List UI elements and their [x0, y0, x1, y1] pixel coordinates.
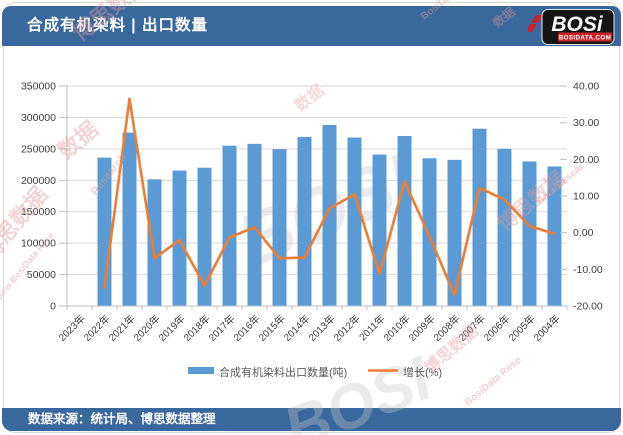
- chart-header: 合成有机染料 | 出口数量 BOSi BOSIDATA.COM: [2, 6, 621, 46]
- source-text: 数据来源：统计局、博思数据整理: [28, 412, 216, 426]
- bosi-logo: BOSi BOSIDATA.COM: [525, 8, 616, 46]
- logo-text: BOSi: [551, 13, 604, 36]
- chart-card: [3, 2, 620, 433]
- source-footer: 数据来源：统计局、博思数据整理: [2, 408, 621, 431]
- chart-title: 合成有机染料 | 出口数量: [27, 17, 208, 34]
- logo-stripes-icon: [525, 15, 543, 32]
- logo-subtext: BOSIDATA.COM: [559, 35, 611, 42]
